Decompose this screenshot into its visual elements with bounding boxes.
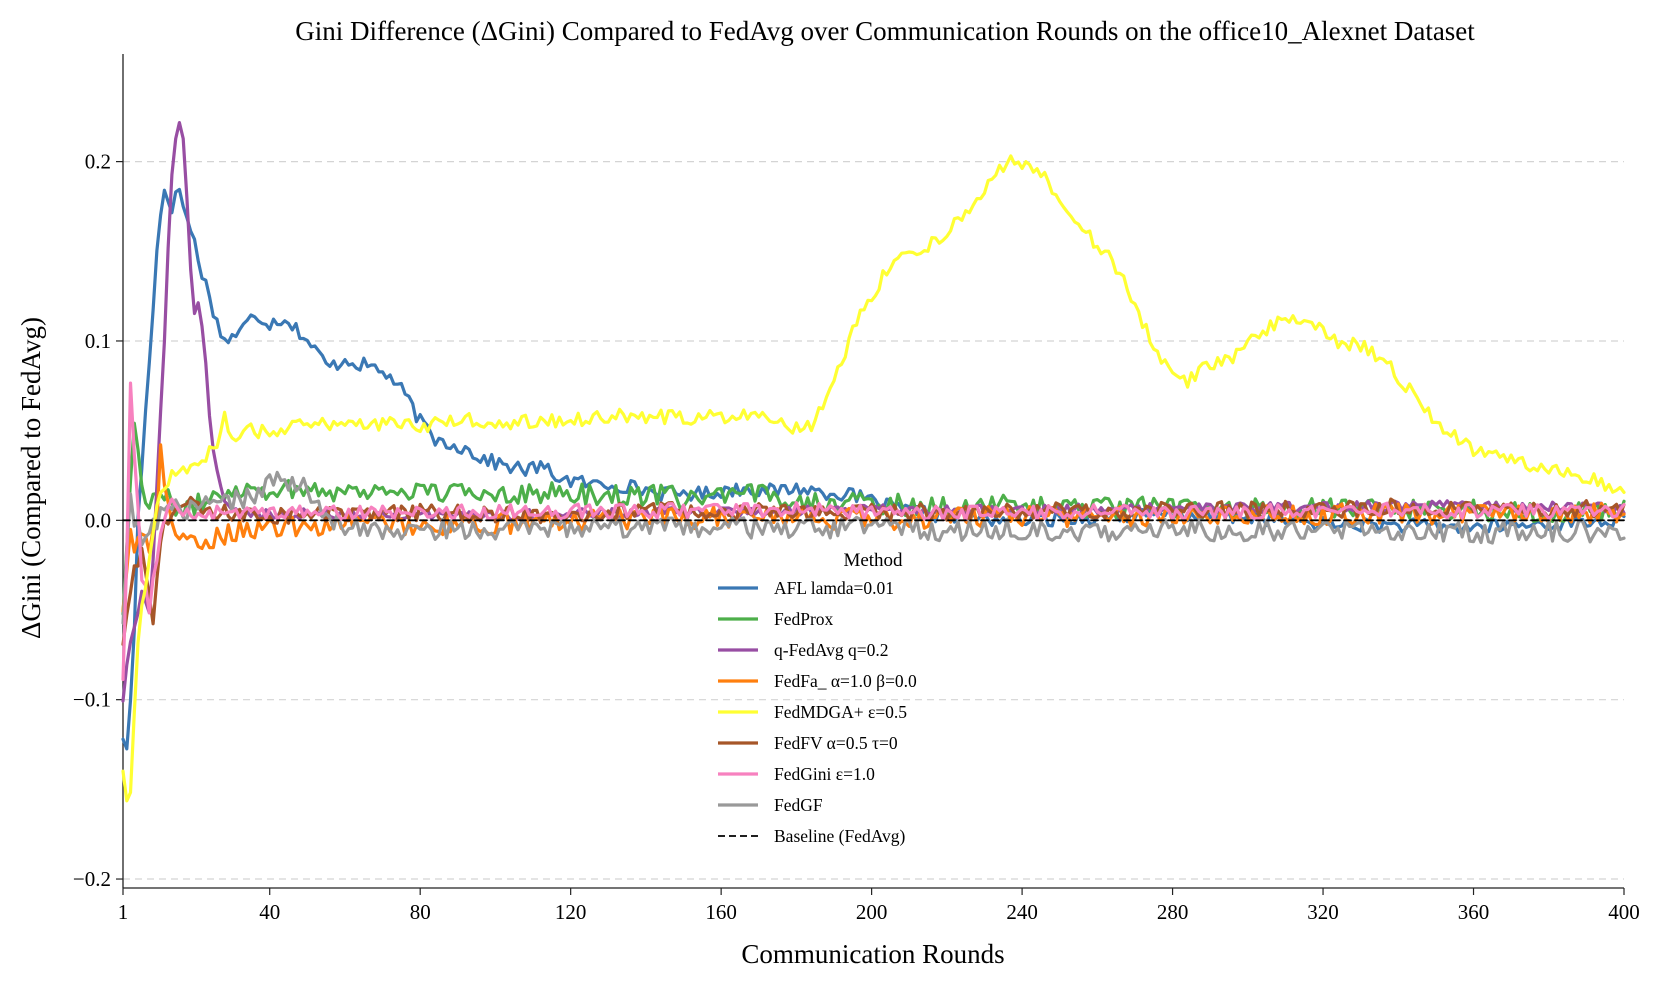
x-tick-label: 240 [1006, 900, 1038, 924]
legend-item: FedFa_ α=1.0 β=0.0 [718, 671, 917, 691]
chart-title: Gini Difference (ΔGini) Compared to FedA… [295, 16, 1475, 46]
y-tick-label: −0.1 [73, 688, 111, 712]
y-tick-label: −0.2 [73, 867, 111, 891]
y-axis-label: ΔGini (Compared to FedAvg) [16, 317, 46, 639]
x-tick-label: 400 [1608, 900, 1640, 924]
series-line [121, 187, 1626, 751]
legend-item: FedGini ε=1.0 [718, 764, 875, 784]
legend-item: Baseline (FedAvg) [718, 826, 906, 846]
y-tick-label: 0.1 [85, 329, 111, 353]
legend: Method AFL lamda=0.01 FedProx q-FedAvg q=0… [718, 550, 917, 846]
legend-items: AFL lamda=0.01 FedProx q-FedAvg q=0.2 FedFa… [718, 578, 917, 846]
x-tick-label: 320 [1307, 900, 1339, 924]
x-axis-ticks: 1 40 80 120 160 200 240 280 320 360 400 [118, 888, 1640, 924]
series-line [121, 421, 1626, 616]
legend-item: q-FedAvg q=0.2 [718, 640, 889, 660]
legend-label: FedGF [774, 795, 823, 815]
series-line [121, 154, 1626, 803]
series-line [121, 470, 1626, 625]
legend-label: FedMDGA+ ε=0.5 [774, 702, 907, 722]
series-line [121, 381, 1626, 682]
legend-label: FedFV α=0.5 τ=0 [774, 733, 898, 753]
legend-item: FedFV α=0.5 τ=0 [718, 733, 898, 753]
legend-item: AFL lamda=0.01 [718, 578, 894, 598]
x-tick-label: 360 [1458, 900, 1490, 924]
x-tick-label: 80 [410, 900, 431, 924]
x-tick-label: 200 [856, 900, 888, 924]
x-tick-label: 280 [1157, 900, 1189, 924]
legend-label: FedProx [774, 609, 834, 629]
x-tick-label: 120 [555, 900, 587, 924]
legend-item: FedMDGA+ ε=0.5 [718, 702, 907, 722]
legend-label: FedGini ε=1.0 [774, 764, 875, 784]
legend-title: Method [843, 550, 903, 571]
legend-label: Baseline (FedAvg) [774, 826, 906, 846]
y-axis-ticks: −0.2 −0.1 0.0 0.1 0.2 [73, 150, 123, 891]
legend-label: FedFa_ α=1.0 β=0.0 [774, 671, 917, 691]
legend-label: AFL lamda=0.01 [774, 578, 894, 598]
x-axis-label: Communication Rounds [741, 939, 1004, 969]
y-tick-label: 0.2 [85, 150, 111, 174]
series-lines [121, 121, 1626, 803]
x-tick-label: 160 [705, 900, 737, 924]
legend-label: q-FedAvg q=0.2 [774, 640, 889, 660]
legend-item: FedProx [718, 609, 834, 629]
x-tick-label: 1 [118, 900, 129, 924]
y-tick-label: 0.0 [85, 508, 111, 532]
legend-item: FedGF [718, 795, 823, 815]
x-tick-label: 40 [259, 900, 280, 924]
